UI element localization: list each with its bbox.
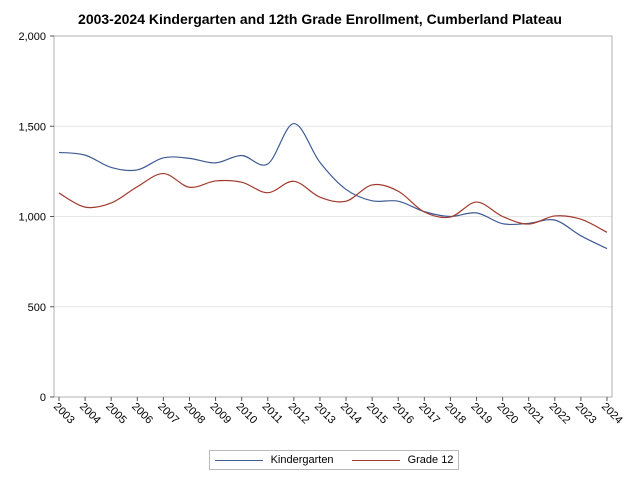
legend-item-kindergarten: Kindergarten <box>214 454 334 466</box>
x-tick-label: 2012 <box>286 401 312 427</box>
x-tick-label: 2005 <box>103 401 129 427</box>
x-tick-label: 2021 <box>521 401 547 427</box>
x-tick-label: 2024 <box>599 401 625 427</box>
x-tick-label: 2004 <box>77 401 103 427</box>
y-tick-label: 0 <box>40 392 46 404</box>
x-tick-label: 2020 <box>494 401 520 427</box>
x-tick-label: 2022 <box>547 401 573 427</box>
x-tick-label: 2023 <box>573 401 599 427</box>
x-tick-label: 2008 <box>181 401 207 427</box>
x-tick-label: 2016 <box>390 401 416 427</box>
series-line-kindergarten <box>58 122 608 250</box>
series-line-grade-12 <box>58 172 608 233</box>
x-tick-label: 2019 <box>468 401 494 427</box>
legend-swatch-kindergarten <box>214 459 263 461</box>
grid-layer <box>54 125 612 308</box>
x-tick-label: 2010 <box>234 401 260 427</box>
y-tick-label: 500 <box>28 302 46 314</box>
x-tick-label: 2013 <box>312 401 338 427</box>
x-tick-label: 2009 <box>207 401 233 427</box>
x-tick-label: 2017 <box>416 401 442 427</box>
x-tick-label: 2015 <box>364 401 390 427</box>
x-tick-label: 2018 <box>442 401 468 427</box>
x-tick-label: 2014 <box>338 401 364 427</box>
legend-label-grade-12: Grade 12 <box>407 454 454 466</box>
x-tick-label: 2006 <box>129 401 155 427</box>
x-tick-label: 2007 <box>155 401 181 427</box>
x-tick-label: 2011 <box>260 401 285 426</box>
y-tick-label: 1,500 <box>18 121 46 133</box>
legend-item-grade-12: Grade 12 <box>351 454 454 466</box>
y-tick-label: 1,000 <box>18 212 46 224</box>
legend-label-kindergarten: Kindergarten <box>270 454 334 466</box>
x-axis: 2003 2004 2005 2006 2007 2008 2009 2010 2011 2012… <box>51 397 625 426</box>
series-layer <box>58 122 608 250</box>
x-tick-label: 2003 <box>51 401 77 427</box>
legend-swatch-grade-12 <box>351 459 400 461</box>
chart-title: 2003-2024 Kindergarten and 12th Grade En… <box>78 11 562 27</box>
y-tick-label: 2,000 <box>18 31 46 43</box>
y-axis: 0 500 1,000 1,500 2,000 <box>18 31 54 404</box>
legend: Kindergarten Grade 12 <box>209 450 459 470</box>
